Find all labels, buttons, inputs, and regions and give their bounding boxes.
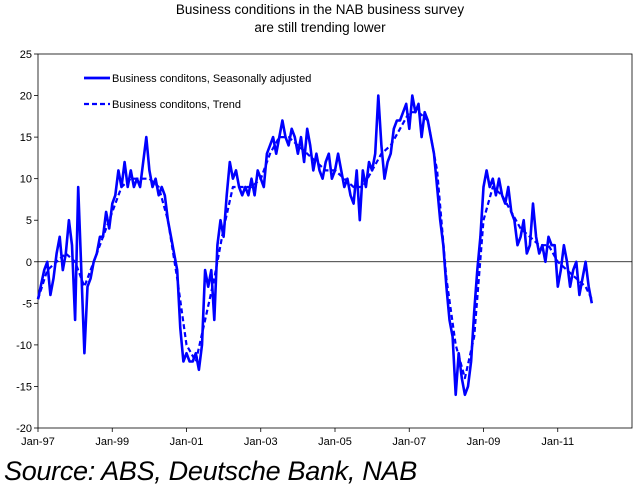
y-tick-label: 5 [26,215,32,227]
series-line-seasonally-adjusted [36,94,594,397]
y-tick-label: -5 [22,298,32,310]
y-tick-label: 25 [20,49,32,61]
x-tick-label: Jan-09 [467,436,501,448]
y-tick-label: 20 [20,91,32,103]
x-tick-label: Jan-99 [95,436,129,448]
x-tick-label: Jan-07 [392,436,426,448]
x-tick-label: Jan-11 [541,436,574,448]
y-tick-label: -15 [16,381,32,393]
y-tick-label: 10 [20,174,32,186]
x-axis: Jan-97 Jan-99 Jan-01 Jan-03 Jan-05 Jan-07 Jan-… [21,428,574,448]
y-tick-label: 15 [20,132,32,144]
y-tick-label: -10 [16,340,32,352]
source-note: Source: ABS, Deutsche Bank, NAB [4,456,417,486]
series-line-trend [36,111,593,380]
x-tick-label: Jan-97 [21,436,55,448]
y-tick-label: -20 [16,423,32,435]
legend-label: Business conditons, Trend [112,99,241,111]
series-group [36,94,594,397]
chart-title-line-2: are still trending lower [254,20,386,35]
y-tick-label: 0 [26,257,32,269]
chart-title-line-1: Business conditions in the NAB business … [175,2,465,17]
x-tick-label: Jan-05 [318,436,352,448]
legend: Business conditons, Seasonally adjusted B… [84,73,311,111]
x-tick-label: Jan-03 [244,436,278,448]
legend-label: Business conditons, Seasonally adjusted [112,73,311,85]
x-tick-label: Jan-01 [170,436,204,448]
y-axis: 25 20 15 10 5 0 -5 -10 -15 -20 [16,49,38,435]
